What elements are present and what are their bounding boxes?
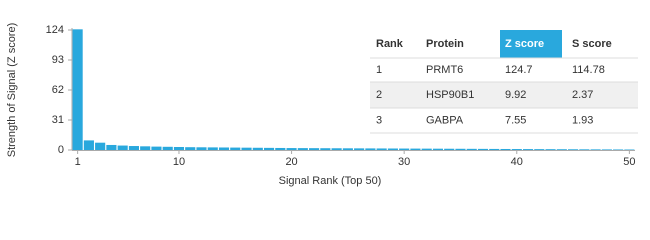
bar: [556, 149, 567, 150]
bar: [151, 146, 162, 150]
bar: [432, 148, 444, 150]
bar: [162, 146, 173, 150]
x-axis-title: Signal Rank (Top 50): [279, 175, 382, 187]
row-shade: [370, 82, 638, 108]
bar: [376, 148, 387, 150]
bar: [83, 140, 94, 150]
bar: [601, 149, 612, 150]
bar: [387, 148, 398, 150]
bar: [444, 148, 455, 150]
y-tick-label: 62: [52, 84, 64, 96]
bar: [613, 149, 624, 150]
bar: [579, 149, 590, 150]
bar: [275, 147, 286, 150]
bar: [173, 147, 185, 150]
x-tick-label: 1: [75, 156, 81, 168]
bar: [185, 147, 196, 150]
bar: [342, 148, 353, 150]
table-cell: GABPA: [426, 114, 464, 126]
bar: [365, 148, 376, 150]
bar: [331, 148, 342, 150]
bar: [252, 147, 263, 150]
bar: [72, 29, 83, 151]
x-tick-label: 50: [623, 156, 635, 168]
bar: [320, 148, 331, 150]
bar: [489, 148, 500, 150]
bar: [590, 149, 601, 150]
bar: [263, 147, 275, 150]
table-cell: 9.92: [505, 89, 526, 101]
table-cell: 2: [376, 89, 382, 101]
table-cell: 124.7: [505, 64, 533, 76]
table-cell: 1.93: [572, 114, 593, 126]
bar: [410, 148, 421, 150]
table-cell: 2.37: [572, 89, 593, 101]
y-tick-label: 0: [58, 144, 64, 156]
column-header: Z score: [505, 38, 544, 50]
bar: [500, 148, 511, 150]
bar: [117, 145, 128, 150]
bar: [286, 148, 297, 150]
bar: [545, 149, 556, 150]
bar: [218, 147, 230, 150]
bar: [128, 146, 139, 150]
column-header: S score: [572, 38, 612, 50]
header-highlight: [500, 30, 562, 58]
bar: [522, 149, 534, 150]
bar: [140, 146, 151, 150]
bar: [241, 147, 252, 150]
y-axis-title: Strength of Signal (Z score): [6, 23, 18, 158]
x-tick-label: 20: [285, 156, 297, 168]
table-cell: PRMT6: [426, 64, 463, 76]
bar: [568, 149, 579, 150]
bar: [534, 149, 545, 150]
x-tick-label: 30: [398, 156, 410, 168]
bar: [399, 148, 410, 150]
x-tick-label: 40: [511, 156, 523, 168]
bar: [354, 148, 365, 150]
bar: [477, 148, 489, 150]
bar: [421, 148, 432, 150]
y-tick-label: 93: [52, 54, 64, 66]
chart: Signal Rank (Top 50) Strength of Signal …: [6, 23, 638, 187]
bar: [95, 142, 106, 150]
y-tick-label: 124: [46, 24, 64, 36]
bar: [207, 147, 218, 150]
table-cell: 3: [376, 114, 382, 126]
table-cell: 1: [376, 64, 382, 76]
x-tick-label: 10: [173, 156, 185, 168]
bar: [455, 148, 466, 150]
bar: [511, 149, 522, 150]
y-tick-label: 31: [52, 114, 64, 126]
table-cell: HSP90B1: [426, 89, 474, 101]
bar: [466, 148, 477, 150]
bar: [106, 144, 117, 150]
column-header: Rank: [376, 38, 404, 50]
column-header: Protein: [426, 38, 464, 50]
table-cell: 7.55: [505, 114, 526, 126]
bar: [230, 147, 241, 150]
table-cell: 114.78: [572, 64, 605, 76]
bar: [297, 148, 308, 150]
bar: [196, 147, 207, 150]
bar: [309, 148, 320, 150]
